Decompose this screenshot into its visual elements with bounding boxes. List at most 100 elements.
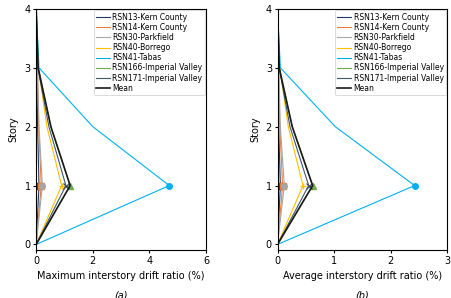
- RSN13-Kern County: [274, 243, 280, 246]
- Line: RSN30-Parkfield: RSN30-Parkfield: [36, 9, 42, 244]
- Line: RSN166-Imperial Valley: RSN166-Imperial Valley: [36, 9, 70, 244]
- RSN171-Imperial Valley: [276, 66, 281, 70]
- RSN30-Parkfield: [33, 7, 39, 11]
- Mean: [33, 243, 39, 246]
- RSN41-Tabas: [277, 66, 282, 70]
- Line: RSN166-Imperial Valley: RSN166-Imperial Valley: [277, 9, 312, 244]
- Line: Mean: Mean: [277, 9, 312, 244]
- RSN166-Imperial Valley: [289, 125, 295, 128]
- RSN13-Kern County: [36, 184, 41, 187]
- RSN14-Kern County: [33, 7, 39, 11]
- RSN41-Tabas: [90, 125, 95, 128]
- RSN13-Kern County: [275, 66, 280, 70]
- X-axis label: Average interstory drift ratio (%): Average interstory drift ratio (%): [282, 271, 441, 281]
- RSN13-Kern County: [277, 184, 282, 187]
- Line: RSN41-Tabas: RSN41-Tabas: [277, 9, 414, 244]
- RSN166-Imperial Valley: [274, 7, 280, 11]
- RSN14-Kern County: [35, 66, 40, 70]
- RSN40-Borrego: [274, 7, 280, 11]
- Line: RSN171-Imperial Valley: RSN171-Imperial Valley: [36, 9, 66, 244]
- RSN166-Imperial Valley: [67, 184, 73, 187]
- RSN30-Parkfield: [33, 243, 39, 246]
- RSN13-Kern County: [33, 243, 39, 246]
- RSN13-Kern County: [35, 125, 40, 128]
- RSN40-Borrego: [276, 66, 282, 70]
- Line: RSN13-Kern County: RSN13-Kern County: [36, 9, 39, 244]
- Mean: [67, 184, 73, 187]
- RSN40-Borrego: [44, 125, 50, 128]
- RSN14-Kern County: [38, 184, 44, 187]
- RSN166-Imperial Valley: [274, 243, 280, 246]
- RSN30-Parkfield: [281, 184, 286, 187]
- Line: RSN41-Tabas: RSN41-Tabas: [36, 9, 169, 244]
- RSN166-Imperial Valley: [33, 7, 39, 11]
- RSN40-Borrego: [285, 125, 290, 128]
- RSN14-Kern County: [275, 66, 281, 70]
- X-axis label: Maximum interstory drift ratio (%): Maximum interstory drift ratio (%): [37, 271, 204, 281]
- Mean: [274, 7, 280, 11]
- Line: RSN14-Kern County: RSN14-Kern County: [277, 9, 282, 244]
- RSN13-Kern County: [34, 66, 40, 70]
- Line: RSN40-Borrego: RSN40-Borrego: [277, 9, 302, 244]
- Mean: [276, 66, 281, 70]
- RSN40-Borrego: [36, 66, 41, 70]
- RSN30-Parkfield: [40, 184, 45, 187]
- RSN171-Imperial Valley: [63, 184, 69, 187]
- RSN171-Imperial Valley: [33, 243, 39, 246]
- RSN14-Kern County: [36, 125, 41, 128]
- RSN171-Imperial Valley: [274, 7, 280, 11]
- Y-axis label: Story: Story: [249, 117, 260, 142]
- RSN41-Tabas: [33, 243, 39, 246]
- Mean: [33, 7, 39, 11]
- RSN41-Tabas: [332, 125, 337, 128]
- RSN40-Borrego: [299, 184, 305, 187]
- RSN13-Kern County: [275, 125, 281, 128]
- Mean: [309, 184, 315, 187]
- RSN40-Borrego: [33, 243, 39, 246]
- RSN40-Borrego: [274, 243, 280, 246]
- RSN14-Kern County: [279, 184, 285, 187]
- Text: (b): (b): [355, 291, 368, 298]
- RSN171-Imperial Valley: [33, 7, 39, 11]
- RSN40-Borrego: [59, 184, 64, 187]
- RSN166-Imperial Valley: [35, 66, 41, 70]
- RSN41-Tabas: [36, 66, 41, 70]
- RSN14-Kern County: [276, 125, 282, 128]
- RSN171-Imperial Valley: [305, 184, 311, 187]
- Mean: [289, 125, 295, 128]
- Text: (a): (a): [114, 291, 128, 298]
- RSN41-Tabas: [33, 7, 39, 11]
- RSN41-Tabas: [411, 184, 416, 187]
- RSN30-Parkfield: [35, 66, 40, 70]
- RSN41-Tabas: [166, 184, 172, 187]
- Mean: [274, 243, 280, 246]
- RSN30-Parkfield: [277, 125, 282, 128]
- RSN166-Imperial Valley: [33, 243, 39, 246]
- RSN166-Imperial Valley: [48, 125, 54, 128]
- RSN30-Parkfield: [275, 66, 281, 70]
- RSN166-Imperial Valley: [309, 184, 315, 187]
- RSN14-Kern County: [33, 243, 39, 246]
- RSN14-Kern County: [274, 243, 280, 246]
- RSN13-Kern County: [274, 7, 280, 11]
- RSN30-Parkfield: [274, 243, 280, 246]
- RSN171-Imperial Valley: [46, 125, 51, 128]
- Line: RSN30-Parkfield: RSN30-Parkfield: [277, 9, 284, 244]
- RSN171-Imperial Valley: [274, 243, 280, 246]
- Mean: [48, 125, 54, 128]
- RSN41-Tabas: [274, 243, 280, 246]
- Line: RSN13-Kern County: RSN13-Kern County: [277, 9, 280, 244]
- RSN166-Imperial Valley: [276, 66, 281, 70]
- Line: RSN171-Imperial Valley: RSN171-Imperial Valley: [277, 9, 308, 244]
- Line: RSN40-Borrego: RSN40-Borrego: [36, 9, 61, 244]
- Mean: [35, 66, 41, 70]
- Legend: RSN13-Kern County, RSN14-Kern County, RSN30-Parkfield, RSN40-Borrego, RSN41-Taba: RSN13-Kern County, RSN14-Kern County, RS…: [335, 10, 445, 95]
- RSN13-Kern County: [33, 7, 39, 11]
- RSN14-Kern County: [274, 7, 280, 11]
- RSN30-Parkfield: [274, 7, 280, 11]
- Line: Mean: Mean: [36, 9, 70, 244]
- RSN41-Tabas: [274, 7, 280, 11]
- Y-axis label: Story: Story: [9, 117, 19, 142]
- RSN171-Imperial Valley: [35, 66, 41, 70]
- Legend: RSN13-Kern County, RSN14-Kern County, RSN30-Parkfield, RSN40-Borrego, RSN41-Taba: RSN13-Kern County, RSN14-Kern County, RS…: [94, 10, 204, 95]
